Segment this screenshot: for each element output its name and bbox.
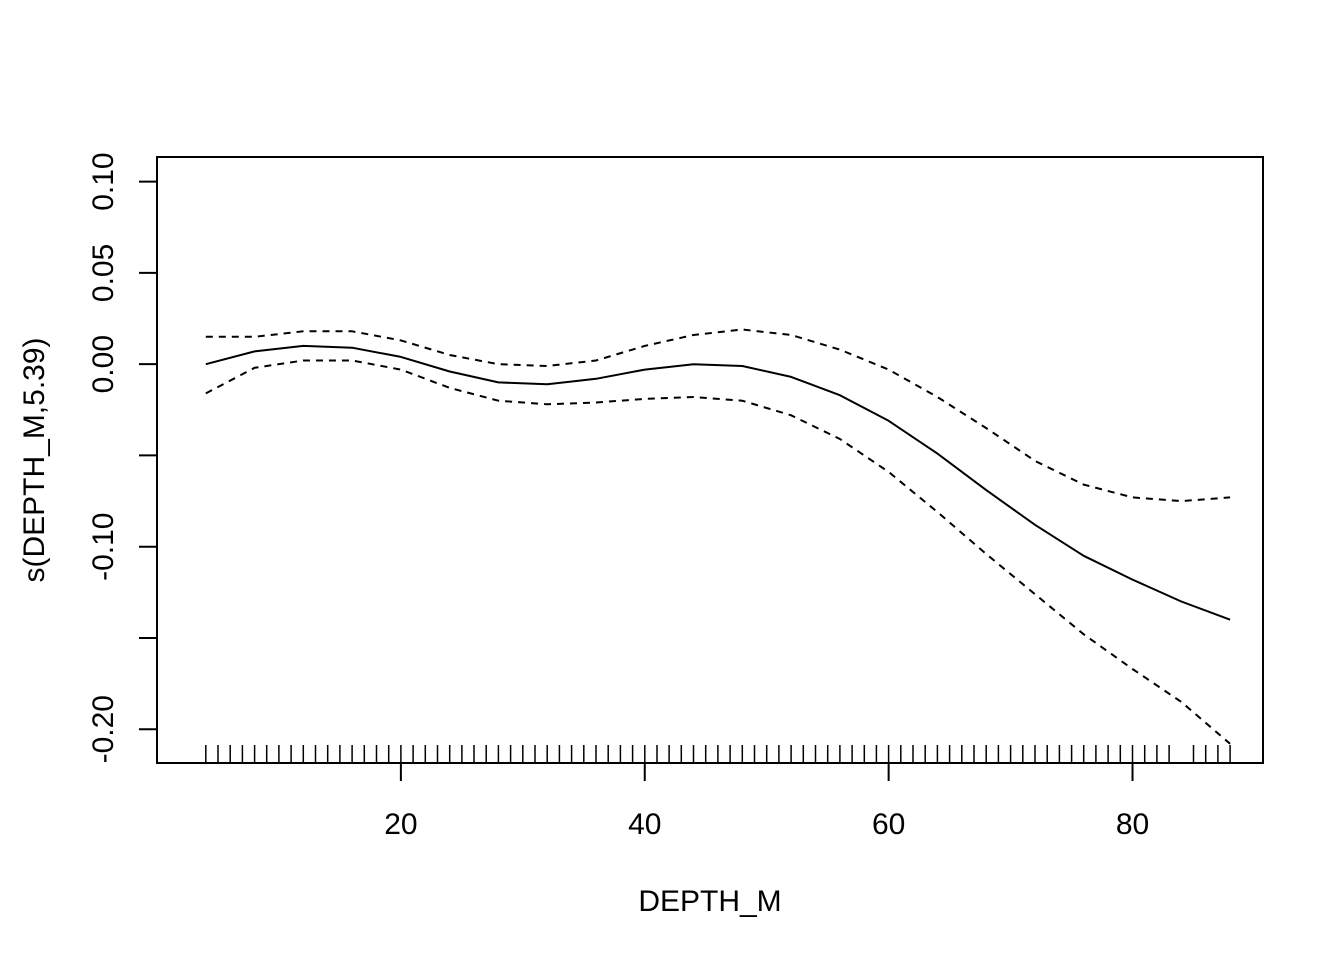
confidence-band-line: [205, 359, 1231, 745]
series-lines: [205, 328, 1231, 745]
x-tick-label: 40: [628, 808, 661, 841]
y-tick-label: 0.00: [87, 335, 120, 393]
y-tick-label: -0.20: [87, 695, 120, 763]
y-axis-label: s(DEPTH_M,5.39): [18, 337, 51, 582]
x-tick-label: 80: [1116, 808, 1149, 841]
x-tick-label: 20: [384, 808, 417, 841]
plot-frame: [156, 156, 1264, 764]
y-axis: -0.20 -0.10 0.00 0.05 0.10: [87, 152, 158, 763]
confidence-band-line: [205, 328, 1231, 503]
fit-line: [205, 344, 1231, 621]
y-tick-label: 0.10: [87, 152, 120, 210]
x-axis: 20 40 60 80: [384, 762, 1149, 841]
x-axis-label: DEPTH_M: [638, 885, 781, 918]
x-tick-label: 60: [872, 808, 905, 841]
y-tick-label: -0.10: [87, 513, 120, 581]
y-tick-label: 0.05: [87, 244, 120, 302]
rug-marks: [205, 745, 1231, 763]
